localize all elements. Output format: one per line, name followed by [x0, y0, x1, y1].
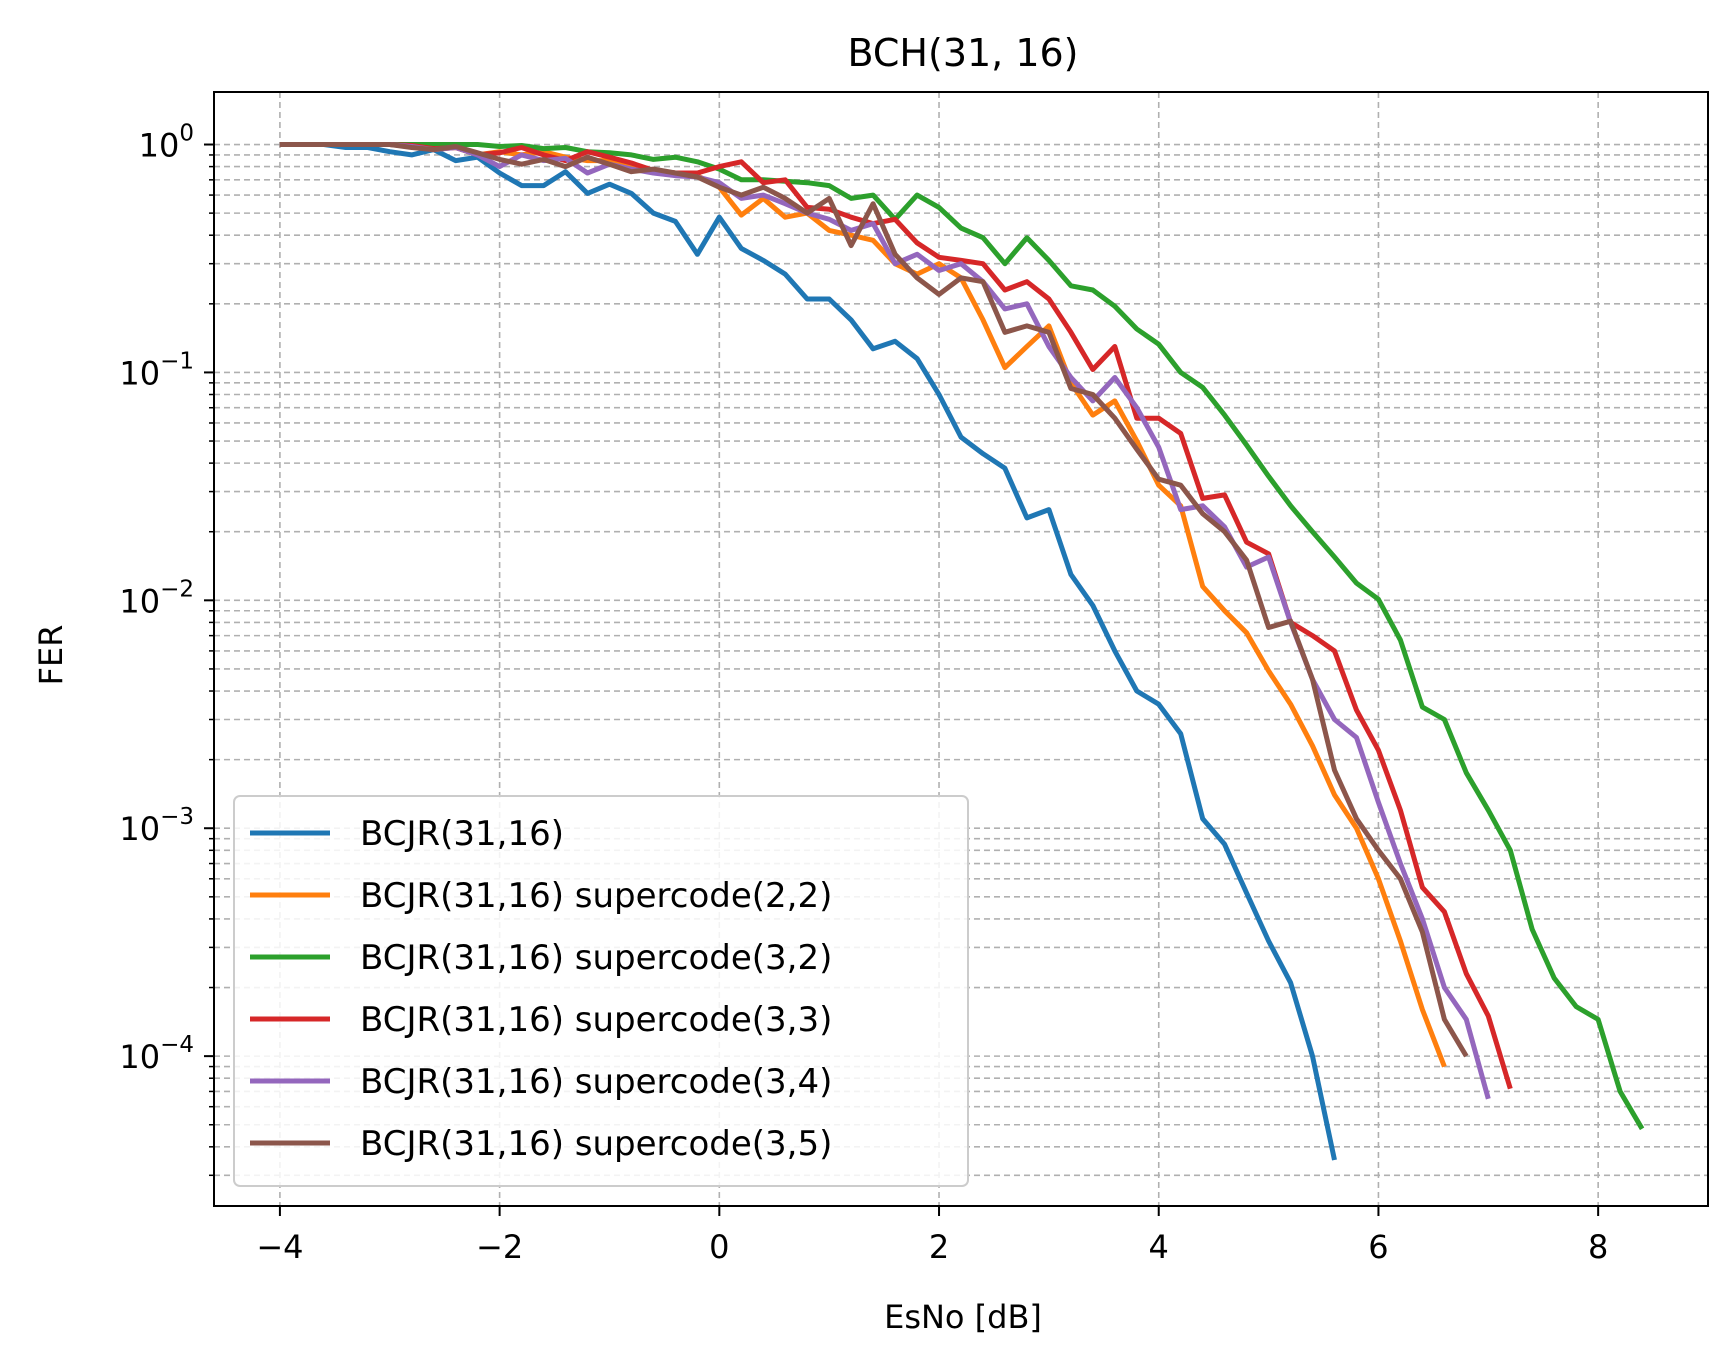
x-axis-title: EsNo [dB] — [884, 1298, 1042, 1336]
legend-label: BCJR(31,16) supercode(3,4) — [360, 1062, 832, 1102]
y-tick-base: 10 — [119, 1038, 160, 1076]
legend-label: BCJR(31,16) — [360, 814, 564, 854]
y-tick-base: 10 — [119, 810, 160, 848]
y-tick-label: 10−2 — [119, 576, 194, 620]
plot-area-frame — [213, 91, 1709, 1207]
y-tick-exponent: −2 — [160, 576, 194, 602]
x-tick-label: −2 — [476, 1228, 523, 1266]
y-tick-label: 10−4 — [119, 1032, 194, 1076]
x-tick-label: 8 — [1588, 1228, 1608, 1266]
y-tick-exponent: −3 — [160, 804, 194, 830]
y-axis-title: FER — [32, 625, 70, 686]
legend-label: BCJR(31,16) supercode(3,3) — [360, 1000, 832, 1040]
y-tick-exponent: 0 — [179, 121, 194, 147]
legend-label: BCJR(31,16) supercode(3,5) — [360, 1124, 832, 1164]
x-tick-label: 4 — [1149, 1228, 1169, 1266]
x-tick-label: −4 — [256, 1228, 303, 1266]
legend-label: BCJR(31,16) supercode(3,2) — [360, 938, 832, 978]
legend-label: BCJR(31,16) supercode(2,2) — [360, 876, 832, 916]
series-line-1 — [279, 142, 1337, 1161]
series-line-5 — [279, 142, 1491, 1100]
y-tick-label: 10−1 — [119, 348, 194, 392]
x-tick-label: 0 — [709, 1228, 729, 1266]
y-tick-exponent: −1 — [160, 348, 194, 374]
series-line-3 — [279, 142, 1645, 1131]
series-line-6 — [279, 142, 1469, 1058]
y-tick-label: 100 — [139, 121, 194, 165]
y-tick-base: 10 — [139, 127, 180, 165]
x-tick-label: 2 — [929, 1228, 949, 1266]
x-tick-label: 6 — [1368, 1228, 1388, 1266]
y-tick-label: 10−3 — [119, 804, 194, 848]
chart-title: BCH(31, 16) — [847, 31, 1078, 75]
series-lines — [279, 142, 1645, 1161]
y-tick-exponent: −4 — [160, 1032, 194, 1058]
legend-box — [233, 795, 969, 1187]
y-tick-base: 10 — [119, 582, 160, 620]
y-tick-base: 10 — [119, 354, 160, 392]
legend: BCJR(31,16) BCJR(31,16) supercode(2,2) BCJ… — [233, 795, 969, 1187]
